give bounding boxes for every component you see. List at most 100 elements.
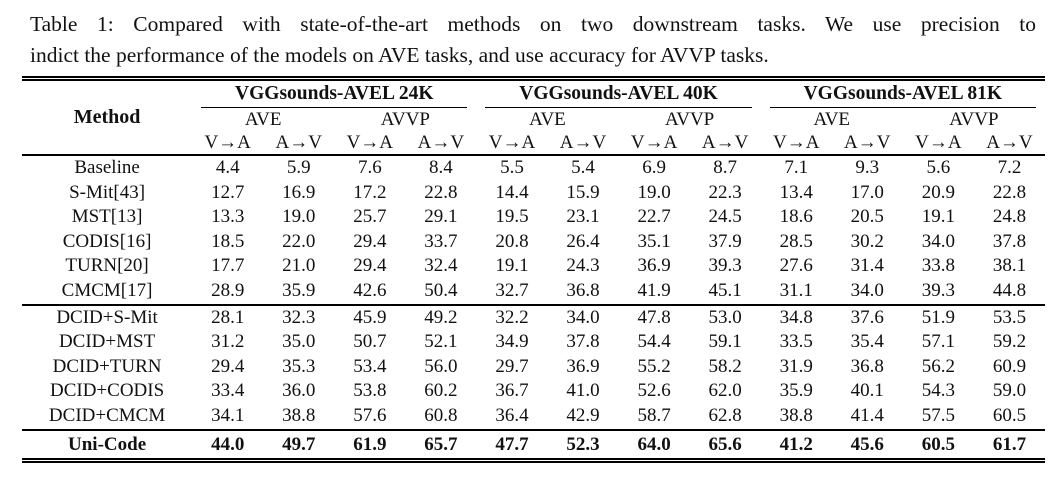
- value-cell: 5.9: [286, 157, 311, 178]
- value-cell: 35.1: [637, 230, 671, 252]
- value-cell: 34.0: [850, 279, 884, 301]
- value-cell: 45.9: [353, 306, 387, 328]
- value-cell: 60.5: [992, 404, 1027, 426]
- value-cell: 36.9: [637, 255, 671, 277]
- value-cell: 34.0: [566, 306, 600, 328]
- value-cell: 6.9: [642, 157, 666, 178]
- value-cell: 60.2: [424, 380, 458, 402]
- value-cell: 57.1: [921, 331, 955, 353]
- method-cell: S-Mit[43]: [69, 181, 146, 203]
- value-cell: 17.0: [850, 181, 884, 203]
- value-cell: 54.3: [921, 380, 955, 402]
- value-cell: 27.6: [779, 255, 813, 277]
- value-cell: 19.1: [495, 255, 529, 277]
- value-cell: 19.5: [495, 206, 529, 228]
- value-cell: 20.9: [921, 181, 955, 203]
- value-cell: 38.1: [992, 255, 1027, 277]
- value-cell: 20.8: [495, 230, 529, 252]
- value-cell: 53.4: [353, 355, 387, 377]
- value-cell: 37.9: [708, 230, 742, 252]
- value-cell: 17.7: [211, 255, 245, 277]
- value-cell: 42.6: [353, 279, 387, 301]
- value-cell: 8.7: [713, 157, 738, 178]
- value-cell: 60.9: [992, 355, 1027, 377]
- section-prior-methods: Baseline 4.4 5.9 7.6 8.4 5.5 5.4 6.9 8.7 7.1 9.3 5.…: [22, 155, 1045, 305]
- value-cell: 47.7: [495, 433, 529, 455]
- direction-header-row: V→A A→V V→A A→V V→A A→V V→A A→V V→A A→V …: [22, 131, 1045, 155]
- table-row: DCID+MST 31.2 35.0 50.7 52.1 34.9 37.8 54.4 59.1…: [22, 330, 1045, 355]
- value-cell: 59.2: [992, 331, 1027, 353]
- method-cell: CODIS[16]: [62, 230, 152, 252]
- value-cell: 35.9: [779, 380, 813, 402]
- value-cell: 60.8: [424, 404, 458, 426]
- value-cell: 15.9: [566, 181, 600, 203]
- subgroup-header-row: AVE AVVP AVE AVVP AVE AVVP: [22, 108, 1045, 131]
- value-cell: 54.4: [637, 331, 671, 353]
- value-cell: 52.6: [637, 380, 671, 402]
- group-header-24k-label: VGGsounds-AVEL 24K: [201, 81, 468, 108]
- value-cell: 5.5: [500, 157, 524, 178]
- value-cell: 5.6: [926, 157, 951, 178]
- dir-v-to-a: V→A: [346, 132, 394, 153]
- table-row: S-Mit[43] 12.7 16.9 17.2 22.8 14.4 15.9 19.0 22.…: [22, 181, 1045, 206]
- value-cell: 37.8: [992, 230, 1027, 252]
- dir-v-to-a: V→A: [772, 132, 820, 153]
- method-column-header: Method: [73, 106, 141, 128]
- value-cell: 28.9: [211, 279, 245, 301]
- value-cell: 57.6: [353, 404, 387, 426]
- table-row: DCID+CODIS 33.4 36.0 53.8 60.2 36.7 41.0 52.6 62…: [22, 379, 1045, 404]
- value-cell: 59.1: [708, 331, 742, 353]
- value-cell: 28.1: [211, 306, 245, 328]
- value-cell: 34.0: [921, 230, 955, 252]
- value-cell: 24.3: [566, 255, 600, 277]
- value-cell: 37.8: [566, 331, 600, 353]
- table-row: CMCM[17] 28.9 35.9 42.6 50.4 32.7 36.8 41.9 45.1…: [22, 279, 1045, 305]
- value-cell: 31.9: [779, 355, 813, 377]
- value-cell: 35.9: [282, 279, 316, 301]
- method-cell: DCID+MST: [58, 331, 156, 353]
- value-cell: 19.0: [282, 206, 316, 228]
- value-cell: 51.9: [921, 306, 955, 328]
- value-cell: 22.3: [708, 181, 742, 203]
- table-row: DCID+S-Mit 28.1 32.3 45.9 49.2 32.2 34.0 47.8 53…: [22, 305, 1045, 331]
- value-cell: 47.8: [637, 306, 671, 328]
- value-cell: 36.4: [495, 404, 529, 426]
- value-cell: 56.2: [921, 355, 955, 377]
- value-cell: 61.9: [353, 433, 387, 455]
- subgroup-avvp: AVVP: [664, 109, 715, 130]
- table-caption: Table 1: Compared with state-of-the-art …: [30, 9, 1036, 71]
- dir-v-to-a: V→A: [915, 132, 962, 153]
- caption-line-1: Table 1: Compared with state-of-the-art …: [30, 12, 1036, 36]
- dir-a-to-v: A→V: [275, 132, 322, 153]
- value-cell: 18.5: [211, 230, 245, 252]
- group-header-81k-label: VGGsounds-AVEL 81K: [769, 81, 1036, 108]
- value-cell: 44.0: [211, 433, 245, 455]
- value-cell: 59.0: [992, 380, 1027, 402]
- value-cell: 21.0: [282, 255, 316, 277]
- value-cell: 36.7: [495, 380, 529, 402]
- value-cell: 29.7: [495, 355, 529, 377]
- method-cell: DCID+CODIS: [49, 380, 165, 402]
- subgroup-avvp: AVVP: [949, 109, 999, 130]
- table-row: DCID+CMCM 34.1 38.8 57.6 60.8 36.4 42.9 58.7 62.…: [22, 404, 1045, 430]
- value-cell: 41.4: [850, 404, 884, 426]
- dir-a-to-v: A→V: [986, 132, 1033, 153]
- value-cell: 40.1: [850, 380, 884, 402]
- value-cell: 34.1: [211, 404, 245, 426]
- value-cell: 13.4: [779, 181, 813, 203]
- subgroup-avvp: AVVP: [380, 109, 430, 130]
- value-cell: 20.5: [850, 206, 884, 228]
- value-cell: 35.3: [282, 355, 316, 377]
- value-cell: 19.1: [921, 206, 955, 228]
- value-cell: 49.2: [424, 306, 458, 328]
- value-cell: 32.3: [282, 306, 316, 328]
- dir-v-to-a: V→A: [204, 132, 251, 153]
- method-cell: CMCM[17]: [61, 279, 153, 301]
- value-cell: 7.1: [784, 157, 809, 178]
- value-cell: 19.0: [637, 181, 671, 203]
- value-cell: 33.5: [779, 331, 813, 353]
- caption-line-2: indict the performance of the models on …: [30, 43, 769, 67]
- value-cell: 18.6: [779, 206, 813, 228]
- value-cell: 56.0: [424, 355, 458, 377]
- value-cell: 25.7: [353, 206, 387, 228]
